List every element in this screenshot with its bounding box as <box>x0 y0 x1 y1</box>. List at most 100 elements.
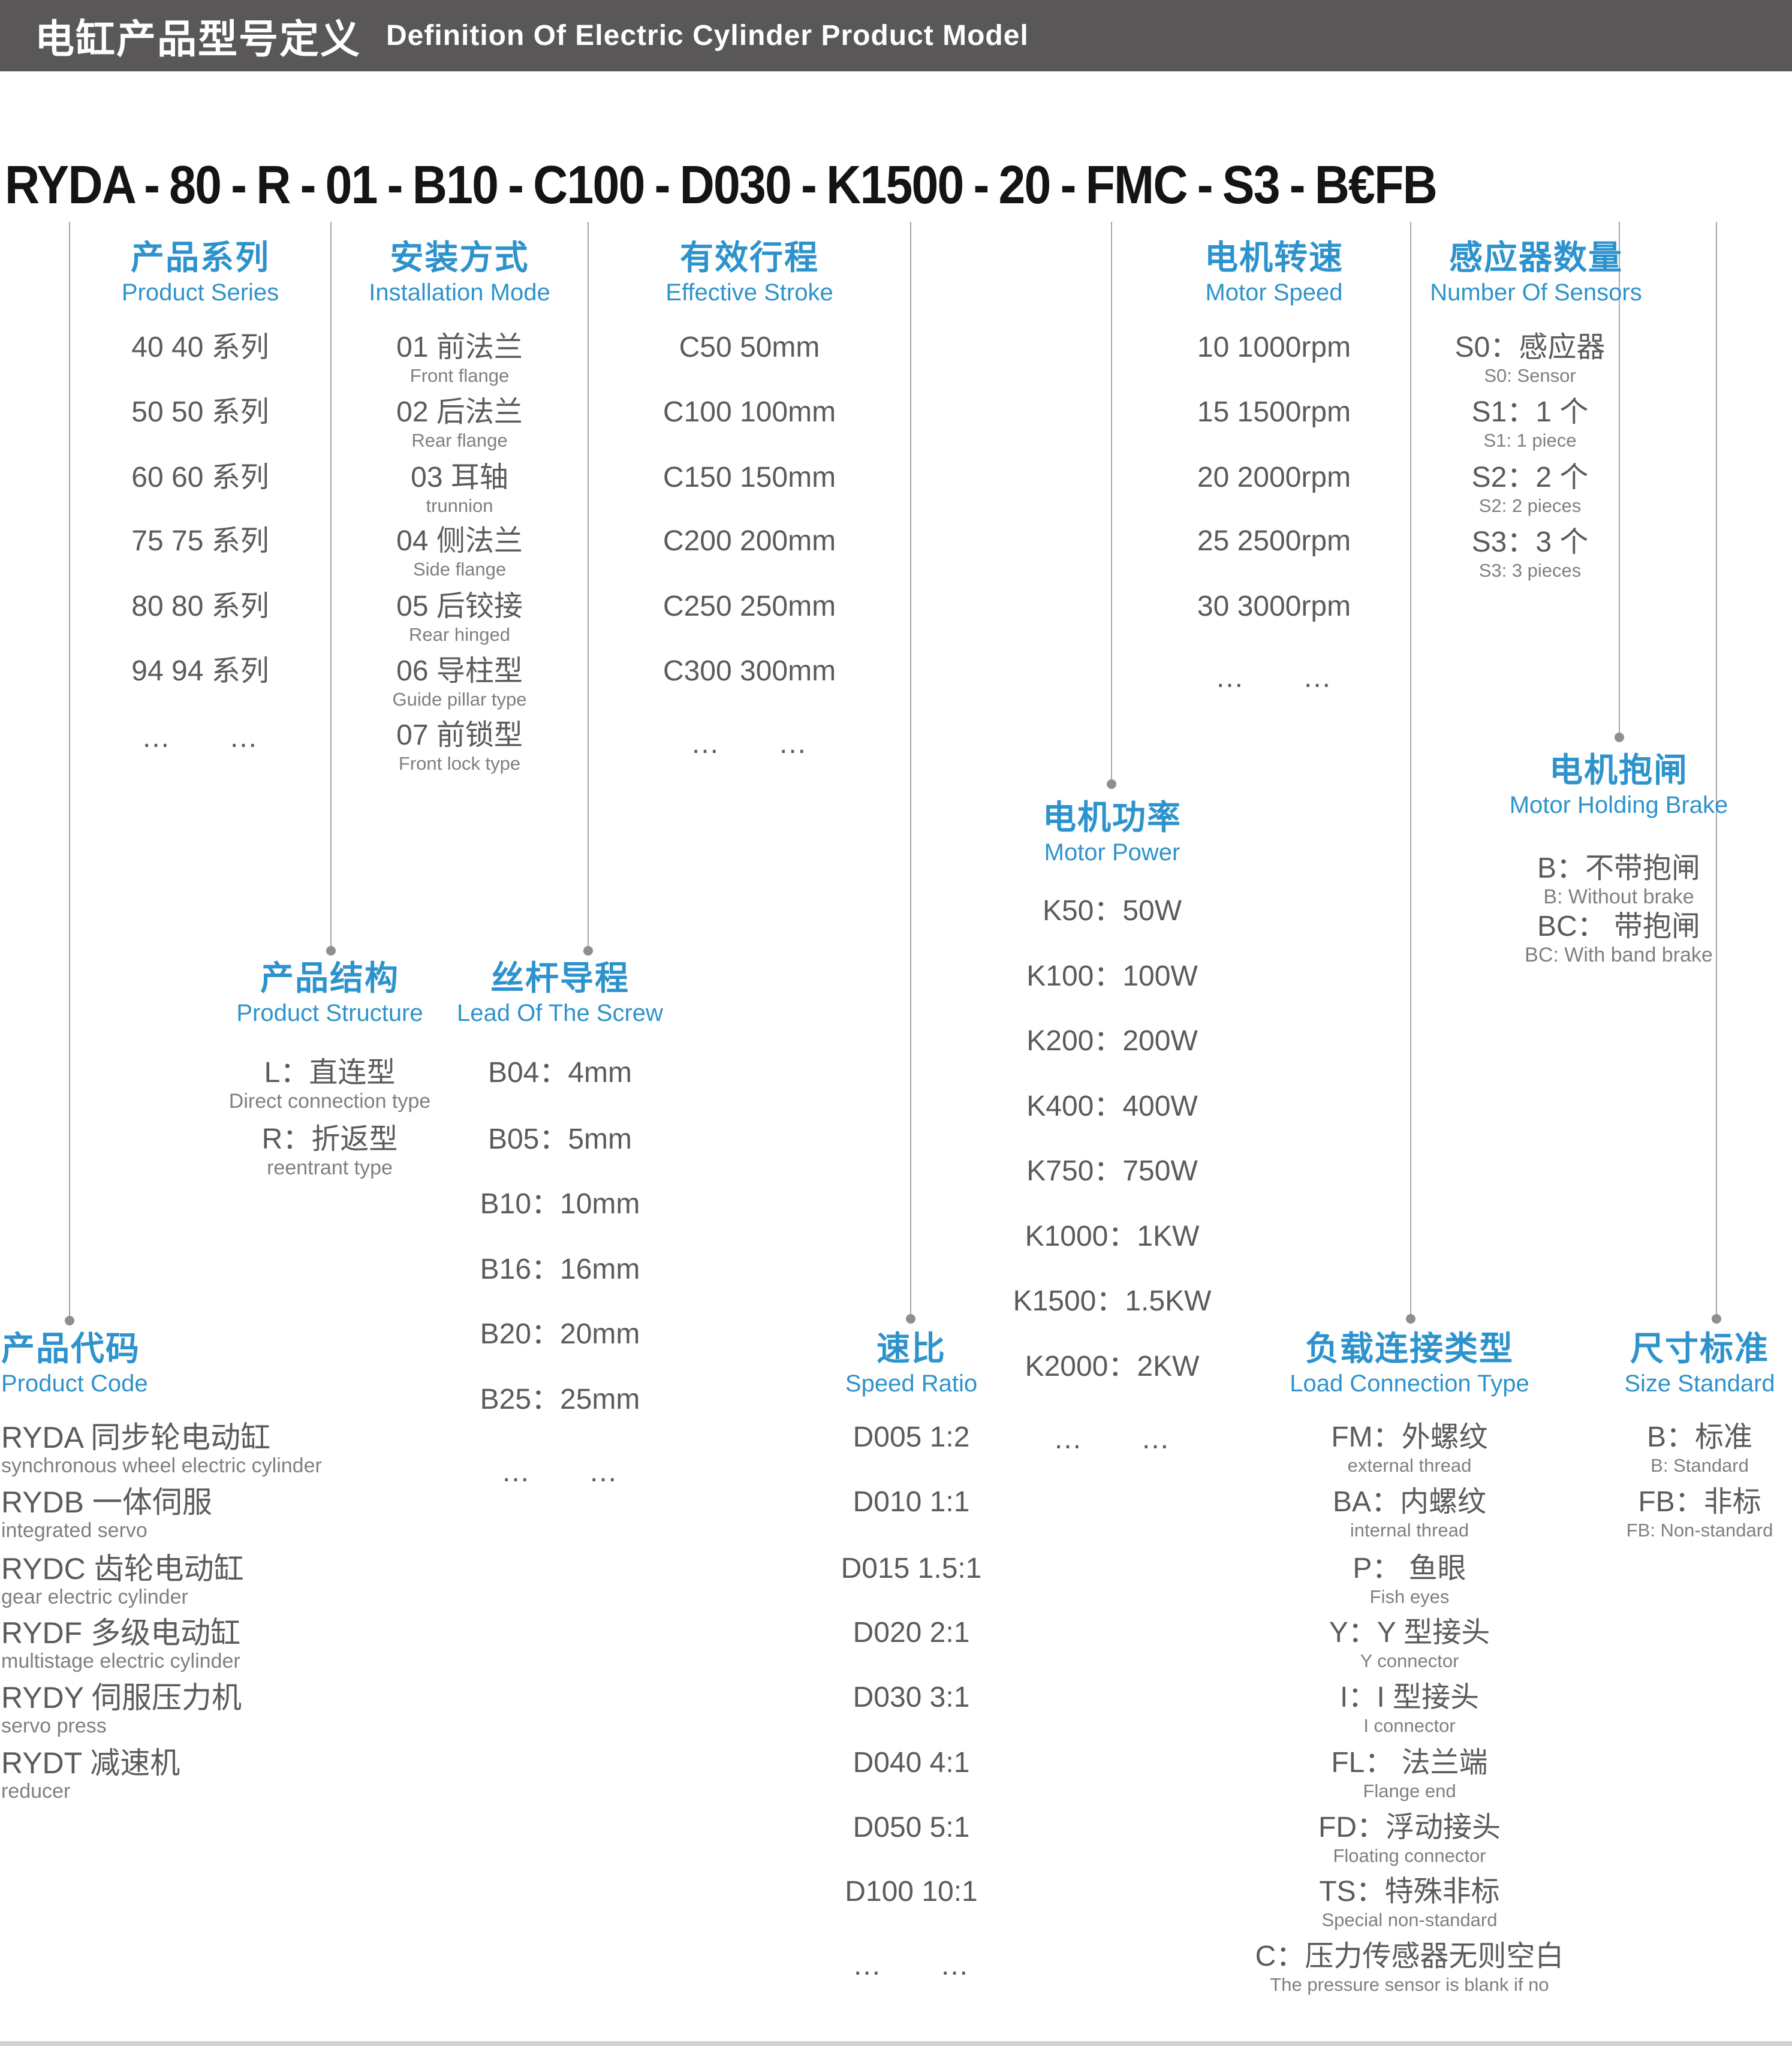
section-title-zh: 产品系列 <box>131 239 270 276</box>
item-text: K1500：1.5KW <box>1013 1285 1212 1317</box>
list-item: P： 鱼眼 Fish eyes <box>1227 1552 1592 1608</box>
item-text: B：标准 <box>1646 1421 1753 1453</box>
item-sub: Flange end <box>1363 1780 1456 1801</box>
item-text: S0：感应器 <box>1454 332 1606 363</box>
list-item: RYDA 同步轮电动缸 synchronous wheel electric cy… <box>1 1421 469 1477</box>
section-title-zh: 丝杆导程 <box>490 959 630 997</box>
item-sub: external thread <box>1347 1455 1472 1476</box>
item-sub: I connector <box>1363 1715 1456 1736</box>
section-header-motor-holding-brake: 电机抱闸 Motor Holding Brake <box>1472 751 1766 821</box>
item-text: D005 1:2 <box>853 1421 970 1453</box>
list-item: B20：20mm <box>428 1318 692 1351</box>
item-sub: reentrant type <box>267 1156 393 1179</box>
list-item: 05 后铰接 Rear hinged <box>332 590 588 646</box>
list-item: C50 50mm <box>589 331 910 364</box>
list-item-more: ... ... <box>977 1415 1247 1457</box>
section-title-zh: 尺寸标准 <box>1630 1330 1769 1367</box>
item-sub: Special non-standard <box>1321 1909 1498 1930</box>
list-item: L：直连型 Direct connection type <box>198 1056 462 1113</box>
item-text: 02 后法兰 <box>396 396 523 428</box>
list-item: K1000：1KW <box>977 1220 1247 1253</box>
title-bar: 电缸产品型号定义 Definition Of Electric Cylinder… <box>0 0 1792 71</box>
list-item: 15 1500rpm <box>1139 396 1409 429</box>
section-title-zh: 感应器数量 <box>1449 239 1623 276</box>
section-header-motor-speed: 电机转速 Motor Speed <box>1139 239 1409 308</box>
item-sub: Side flange <box>412 559 507 580</box>
section-title-en: Installation Mode <box>369 279 550 306</box>
list-item-more: ... ... <box>70 713 330 755</box>
item-text: B05：5mm <box>487 1123 633 1155</box>
item-text: D050 5:1 <box>853 1812 970 1843</box>
list-item: D015 1.5:1 <box>779 1552 1043 1586</box>
section-title-en: Speed Ratio <box>845 1370 978 1397</box>
item-text: C200 200mm <box>662 525 836 557</box>
section-title-zh: 电机功率 <box>1043 798 1182 836</box>
item-sub: trunnion <box>426 495 493 516</box>
ellipsis: ... ... <box>853 1949 969 1981</box>
list-item: 04 侧法兰 Side flange <box>332 525 588 581</box>
item-text: RYDB 一体伺服 <box>1 1485 212 1519</box>
list-item: RYDC 齿轮电动缸 gear electric cylinder <box>1 1552 469 1608</box>
list-item: S2：2 个 S2: 2 pieces <box>1416 461 1644 517</box>
item-text: 07 前锁型 <box>396 719 523 751</box>
section-title-en: Product Code <box>1 1370 148 1397</box>
list-item: K2000：2KW <box>977 1350 1247 1384</box>
item-text: RYDT 减速机 <box>1 1746 180 1780</box>
list-item: C250 250mm <box>589 590 910 623</box>
list-item: 94 94 系列 <box>70 655 330 688</box>
item-text: 80 80 系列 <box>131 590 269 622</box>
item-text: RYDF 多级电动缸 <box>1 1616 241 1650</box>
item-sub: Fish eyes <box>1369 1586 1450 1607</box>
connector-line-load-connection <box>1410 222 1411 1314</box>
item-text: FM：外螺纹 <box>1331 1421 1488 1453</box>
list-item: C200 200mm <box>589 525 910 558</box>
list-item: I：I 型接头 I connector <box>1227 1681 1592 1737</box>
list-item: TS：特殊非标 Special non-standard <box>1227 1875 1592 1932</box>
item-text: D020 2:1 <box>853 1617 970 1649</box>
list-item: C150 150mm <box>589 461 910 495</box>
item-text: 25 2500rpm <box>1197 525 1351 557</box>
list-item: FB：非标 FB: Non-standard <box>1565 1485 1792 1542</box>
list-item: D040 4:1 <box>779 1746 1043 1780</box>
item-text: 15 1500rpm <box>1197 396 1351 428</box>
list-item-more: ... ... <box>589 719 910 761</box>
item-text: C300 300mm <box>662 655 836 687</box>
list-item: 60 60 系列 <box>70 461 330 495</box>
item-sub: gear electric cylinder <box>1 1586 188 1608</box>
list-item: 75 75 系列 <box>70 525 330 558</box>
list-item: 40 40 系列 <box>70 331 330 364</box>
list-item: C：压力传感器无则空白 The pressure sensor is blank … <box>1227 1940 1592 1996</box>
item-text: 40 40 系列 <box>131 332 269 363</box>
connector-line-motor-brake <box>1619 222 1620 733</box>
page-title-zh: 电缸产品型号定义 <box>35 16 361 61</box>
item-text: S3：3 个 <box>1471 526 1589 558</box>
connector-dot-lead-of-screw <box>583 946 593 956</box>
section-header-speed-ratio: 速比 Speed Ratio <box>779 1330 1043 1399</box>
item-text: K200：200W <box>1026 1025 1198 1057</box>
ellipsis: ... ... <box>1216 662 1332 694</box>
item-text: BC： 带抱闸 <box>1537 911 1701 942</box>
list-item: S1：1 个 S1: 1 piece <box>1416 396 1644 452</box>
list-item: BA：内螺纹 internal thread <box>1227 1485 1592 1542</box>
item-text: L：直连型 <box>264 1057 396 1089</box>
section-title-zh: 产品代码 <box>1 1330 140 1367</box>
item-sub: integrated servo <box>1 1519 147 1542</box>
list-item: 01 前法兰 Front flange <box>332 331 588 387</box>
list-item: RYDB 一体伺服 integrated servo <box>1 1485 469 1542</box>
connector-line-product-structure <box>330 222 332 946</box>
item-text: TS：特殊非标 <box>1319 1876 1500 1908</box>
item-text: D010 1:1 <box>853 1486 970 1518</box>
list-item: K200：200W <box>977 1024 1247 1058</box>
list-item: D010 1:1 <box>779 1485 1043 1519</box>
list-item: D020 2:1 <box>779 1616 1043 1650</box>
list-item: 10 1000rpm <box>1139 331 1409 364</box>
connector-line-lead-of-screw <box>588 222 589 946</box>
item-text: I：I 型接头 <box>1339 1682 1479 1713</box>
item-text: K100：100W <box>1026 960 1198 992</box>
list-item: Y：Y 型接头 Y connector <box>1227 1616 1592 1673</box>
section-title-zh: 电机抱闸 <box>1549 751 1688 789</box>
list-item: FM：外螺纹 external thread <box>1227 1421 1592 1477</box>
item-text: R：折返型 <box>261 1123 398 1155</box>
list-item-more: ... ... <box>1139 653 1409 695</box>
item-text: D030 3:1 <box>853 1682 970 1713</box>
